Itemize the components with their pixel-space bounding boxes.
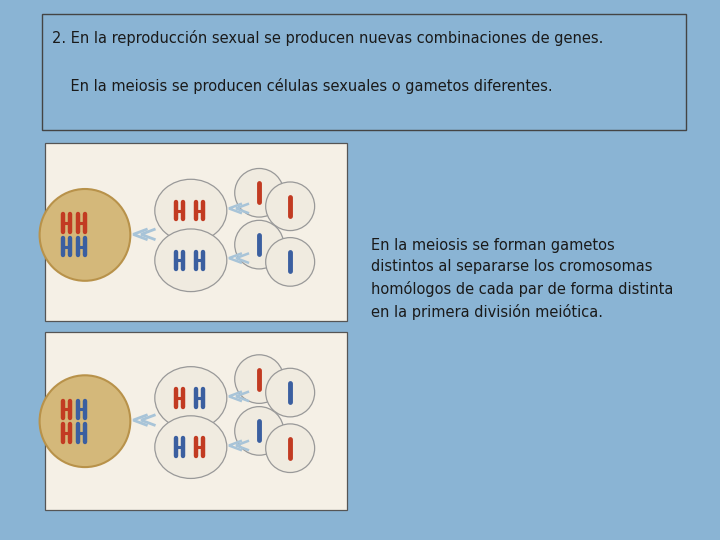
Ellipse shape — [266, 238, 315, 286]
Ellipse shape — [40, 375, 130, 467]
Ellipse shape — [155, 229, 227, 292]
Ellipse shape — [266, 424, 315, 472]
Ellipse shape — [266, 368, 315, 417]
Ellipse shape — [40, 189, 130, 281]
Text: 2. En la reproducción sexual se producen nuevas combinaciones de genes.: 2. En la reproducción sexual se producen… — [52, 30, 603, 46]
Bar — [42, 14, 686, 130]
Bar — [45, 143, 347, 321]
Ellipse shape — [266, 182, 315, 231]
Ellipse shape — [235, 168, 284, 217]
Ellipse shape — [155, 179, 227, 242]
Ellipse shape — [155, 416, 227, 478]
Ellipse shape — [235, 220, 284, 269]
Text: En la meiosis se producen células sexuales o gametos diferentes.: En la meiosis se producen células sexual… — [52, 78, 552, 94]
Ellipse shape — [155, 367, 227, 429]
Text: En la meiosis se forman gametos
distintos al separarse los cromosomas
homólogos : En la meiosis se forman gametos distinto… — [371, 238, 673, 321]
Ellipse shape — [235, 407, 284, 455]
Ellipse shape — [235, 355, 284, 403]
Bar — [45, 332, 347, 510]
